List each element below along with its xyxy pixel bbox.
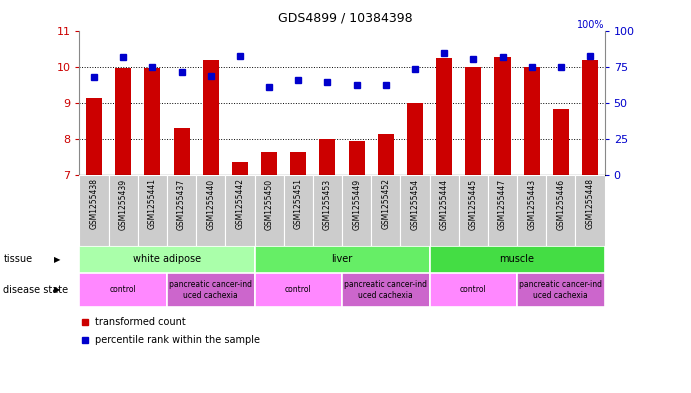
- Text: muscle: muscle: [500, 254, 535, 264]
- Bar: [407, 103, 423, 175]
- Text: GSM1255452: GSM1255452: [381, 178, 390, 230]
- Bar: [79, 246, 254, 273]
- Bar: [138, 175, 167, 246]
- Text: GSM1255442: GSM1255442: [236, 178, 245, 230]
- Text: pancreatic cancer-ind
uced cachexia: pancreatic cancer-ind uced cachexia: [520, 280, 603, 299]
- Text: control: control: [460, 285, 486, 294]
- Bar: [319, 139, 335, 175]
- Text: GSM1255437: GSM1255437: [177, 178, 186, 230]
- Bar: [167, 273, 254, 307]
- Bar: [254, 175, 284, 246]
- Text: GSM1255454: GSM1255454: [410, 178, 419, 230]
- Text: GSM1255447: GSM1255447: [498, 178, 507, 230]
- Bar: [465, 67, 482, 175]
- Bar: [202, 60, 219, 175]
- Text: GDS4899 / 10384398: GDS4899 / 10384398: [278, 12, 413, 25]
- Text: disease state: disease state: [3, 285, 68, 295]
- Text: GSM1255445: GSM1255445: [468, 178, 478, 230]
- Text: GSM1255443: GSM1255443: [527, 178, 536, 230]
- Bar: [553, 108, 569, 175]
- Bar: [400, 175, 430, 246]
- Bar: [371, 175, 400, 246]
- Bar: [459, 175, 488, 246]
- Bar: [436, 58, 452, 175]
- Bar: [79, 175, 108, 246]
- Bar: [86, 98, 102, 175]
- Text: percentile rank within the sample: percentile rank within the sample: [95, 335, 261, 345]
- Bar: [547, 175, 576, 246]
- Bar: [524, 67, 540, 175]
- Bar: [284, 175, 313, 246]
- Bar: [225, 175, 254, 246]
- Bar: [576, 175, 605, 246]
- Text: ▶: ▶: [55, 255, 61, 264]
- Text: GSM1255439: GSM1255439: [119, 178, 128, 230]
- Text: GSM1255453: GSM1255453: [323, 178, 332, 230]
- Bar: [378, 134, 394, 175]
- Bar: [261, 152, 277, 175]
- Bar: [348, 141, 365, 175]
- Text: 100%: 100%: [577, 20, 605, 30]
- Bar: [582, 60, 598, 175]
- Bar: [232, 162, 248, 175]
- Text: GSM1255451: GSM1255451: [294, 178, 303, 230]
- Text: GSM1255444: GSM1255444: [439, 178, 448, 230]
- Text: liver: liver: [332, 254, 352, 264]
- Text: control: control: [110, 285, 137, 294]
- Bar: [342, 273, 430, 307]
- Bar: [430, 246, 605, 273]
- Text: transformed count: transformed count: [95, 317, 186, 327]
- Bar: [290, 152, 306, 175]
- Text: GSM1255448: GSM1255448: [585, 178, 594, 230]
- Text: control: control: [285, 285, 312, 294]
- Bar: [115, 68, 131, 175]
- Text: GSM1255441: GSM1255441: [148, 178, 157, 230]
- Bar: [196, 175, 225, 246]
- Text: GSM1255450: GSM1255450: [265, 178, 274, 230]
- Text: GSM1255449: GSM1255449: [352, 178, 361, 230]
- Text: GSM1255440: GSM1255440: [206, 178, 216, 230]
- Text: ▶: ▶: [55, 285, 61, 294]
- Text: GSM1255438: GSM1255438: [90, 178, 99, 230]
- Bar: [144, 68, 160, 175]
- Bar: [342, 175, 371, 246]
- Bar: [430, 175, 459, 246]
- Bar: [79, 273, 167, 307]
- Bar: [173, 128, 189, 175]
- Text: pancreatic cancer-ind
uced cachexia: pancreatic cancer-ind uced cachexia: [344, 280, 427, 299]
- Text: white adipose: white adipose: [133, 254, 201, 264]
- Bar: [254, 246, 430, 273]
- Bar: [167, 175, 196, 246]
- Bar: [517, 273, 605, 307]
- Bar: [108, 175, 138, 246]
- Bar: [254, 273, 342, 307]
- Text: GSM1255446: GSM1255446: [556, 178, 565, 230]
- Bar: [495, 57, 511, 175]
- Text: tissue: tissue: [3, 254, 32, 264]
- Bar: [517, 175, 547, 246]
- Text: pancreatic cancer-ind
uced cachexia: pancreatic cancer-ind uced cachexia: [169, 280, 252, 299]
- Bar: [430, 273, 517, 307]
- Bar: [313, 175, 342, 246]
- Bar: [488, 175, 517, 246]
